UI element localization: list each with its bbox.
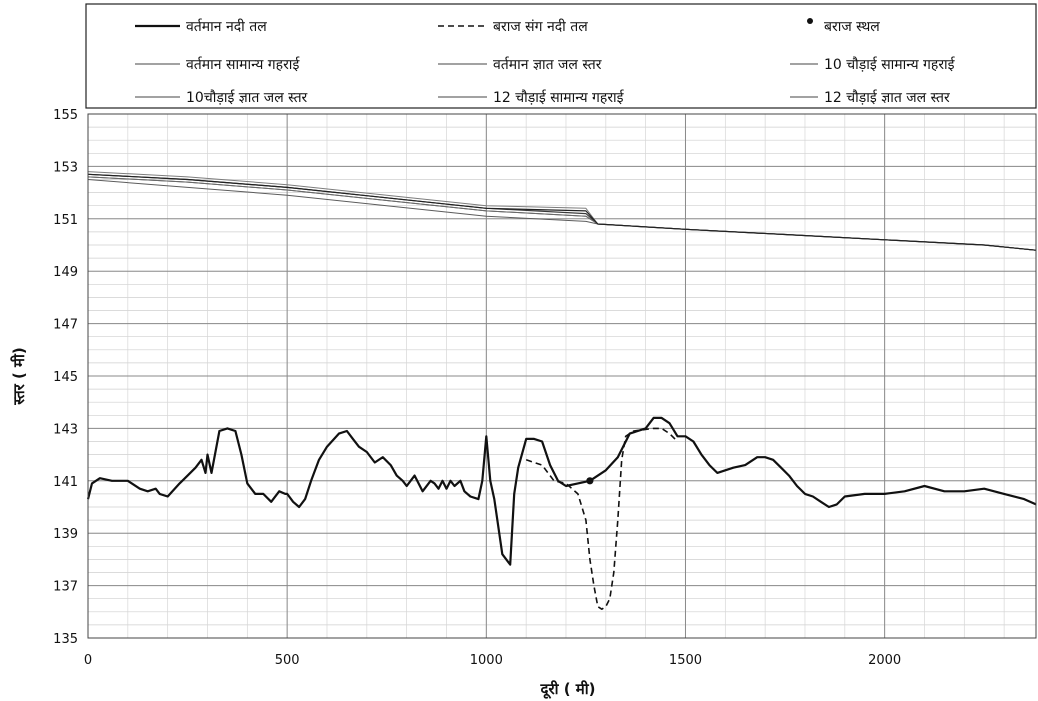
legend-label: बराज स्थल [824,19,880,35]
y-tick-label: 135 [53,632,78,647]
y-tick-label: 145 [53,370,78,385]
legend-label: 12 चौड़ाई सामान्य गहराई [493,89,625,106]
y-tick-label: 155 [53,108,78,123]
x-tick-label: 2000 [868,653,901,668]
series-line-8 [87,173,1037,251]
y-tick-label: 137 [53,580,78,595]
x-axis-ticks: 0 500 1000 1500 2000 [84,653,901,668]
legend-marker [807,18,813,24]
legend-label: 12 चौड़ाई ज्ञात जल स्तर [824,89,950,106]
series-line-0 [86,416,1037,566]
x-tick-label: 1500 [669,653,702,668]
legend-label: वर्तमान सामान्य गहराई [186,56,300,73]
legend-box [85,3,1037,109]
y-axis-title: स्तर ( मी) [10,347,28,406]
y-tick-label: 151 [53,213,78,228]
legend: वर्तमान नदी तल बराज संग नदी तल बराज स्थल वर… [85,3,1037,109]
series-line-1 [525,427,679,611]
legend-label: वर्तमान ज्ञात जल स्तर [493,56,602,73]
legend-label: वर्तमान नदी तल [186,18,267,35]
y-axis-ticks: 135 137 139 141 143 145 147 149 151 153 155 [53,108,78,647]
series-layer [86,171,1037,611]
barrage-site-marker [586,477,594,485]
y-tick-label: 149 [53,265,78,280]
y-tick-label: 153 [53,160,78,175]
plot-frame [87,113,1037,639]
legend-label: 10चौड़ाई ज्ञात जल स्तर [186,89,308,106]
y-tick-label: 141 [53,475,78,490]
x-tick-label: 1000 [470,653,503,668]
y-tick-label: 139 [53,527,78,542]
legend-label: 10 चौड़ाई सामान्य गहराई [824,56,956,73]
x-axis-title: दूरी ( मी) [540,680,596,699]
y-tick-label: 143 [53,422,78,437]
x-tick-label: 0 [84,653,92,668]
legend-label: बराज संग नदी तल [493,18,588,35]
y-tick-label: 147 [53,318,78,333]
x-tick-label: 500 [275,653,300,668]
plot-area [86,113,1037,639]
